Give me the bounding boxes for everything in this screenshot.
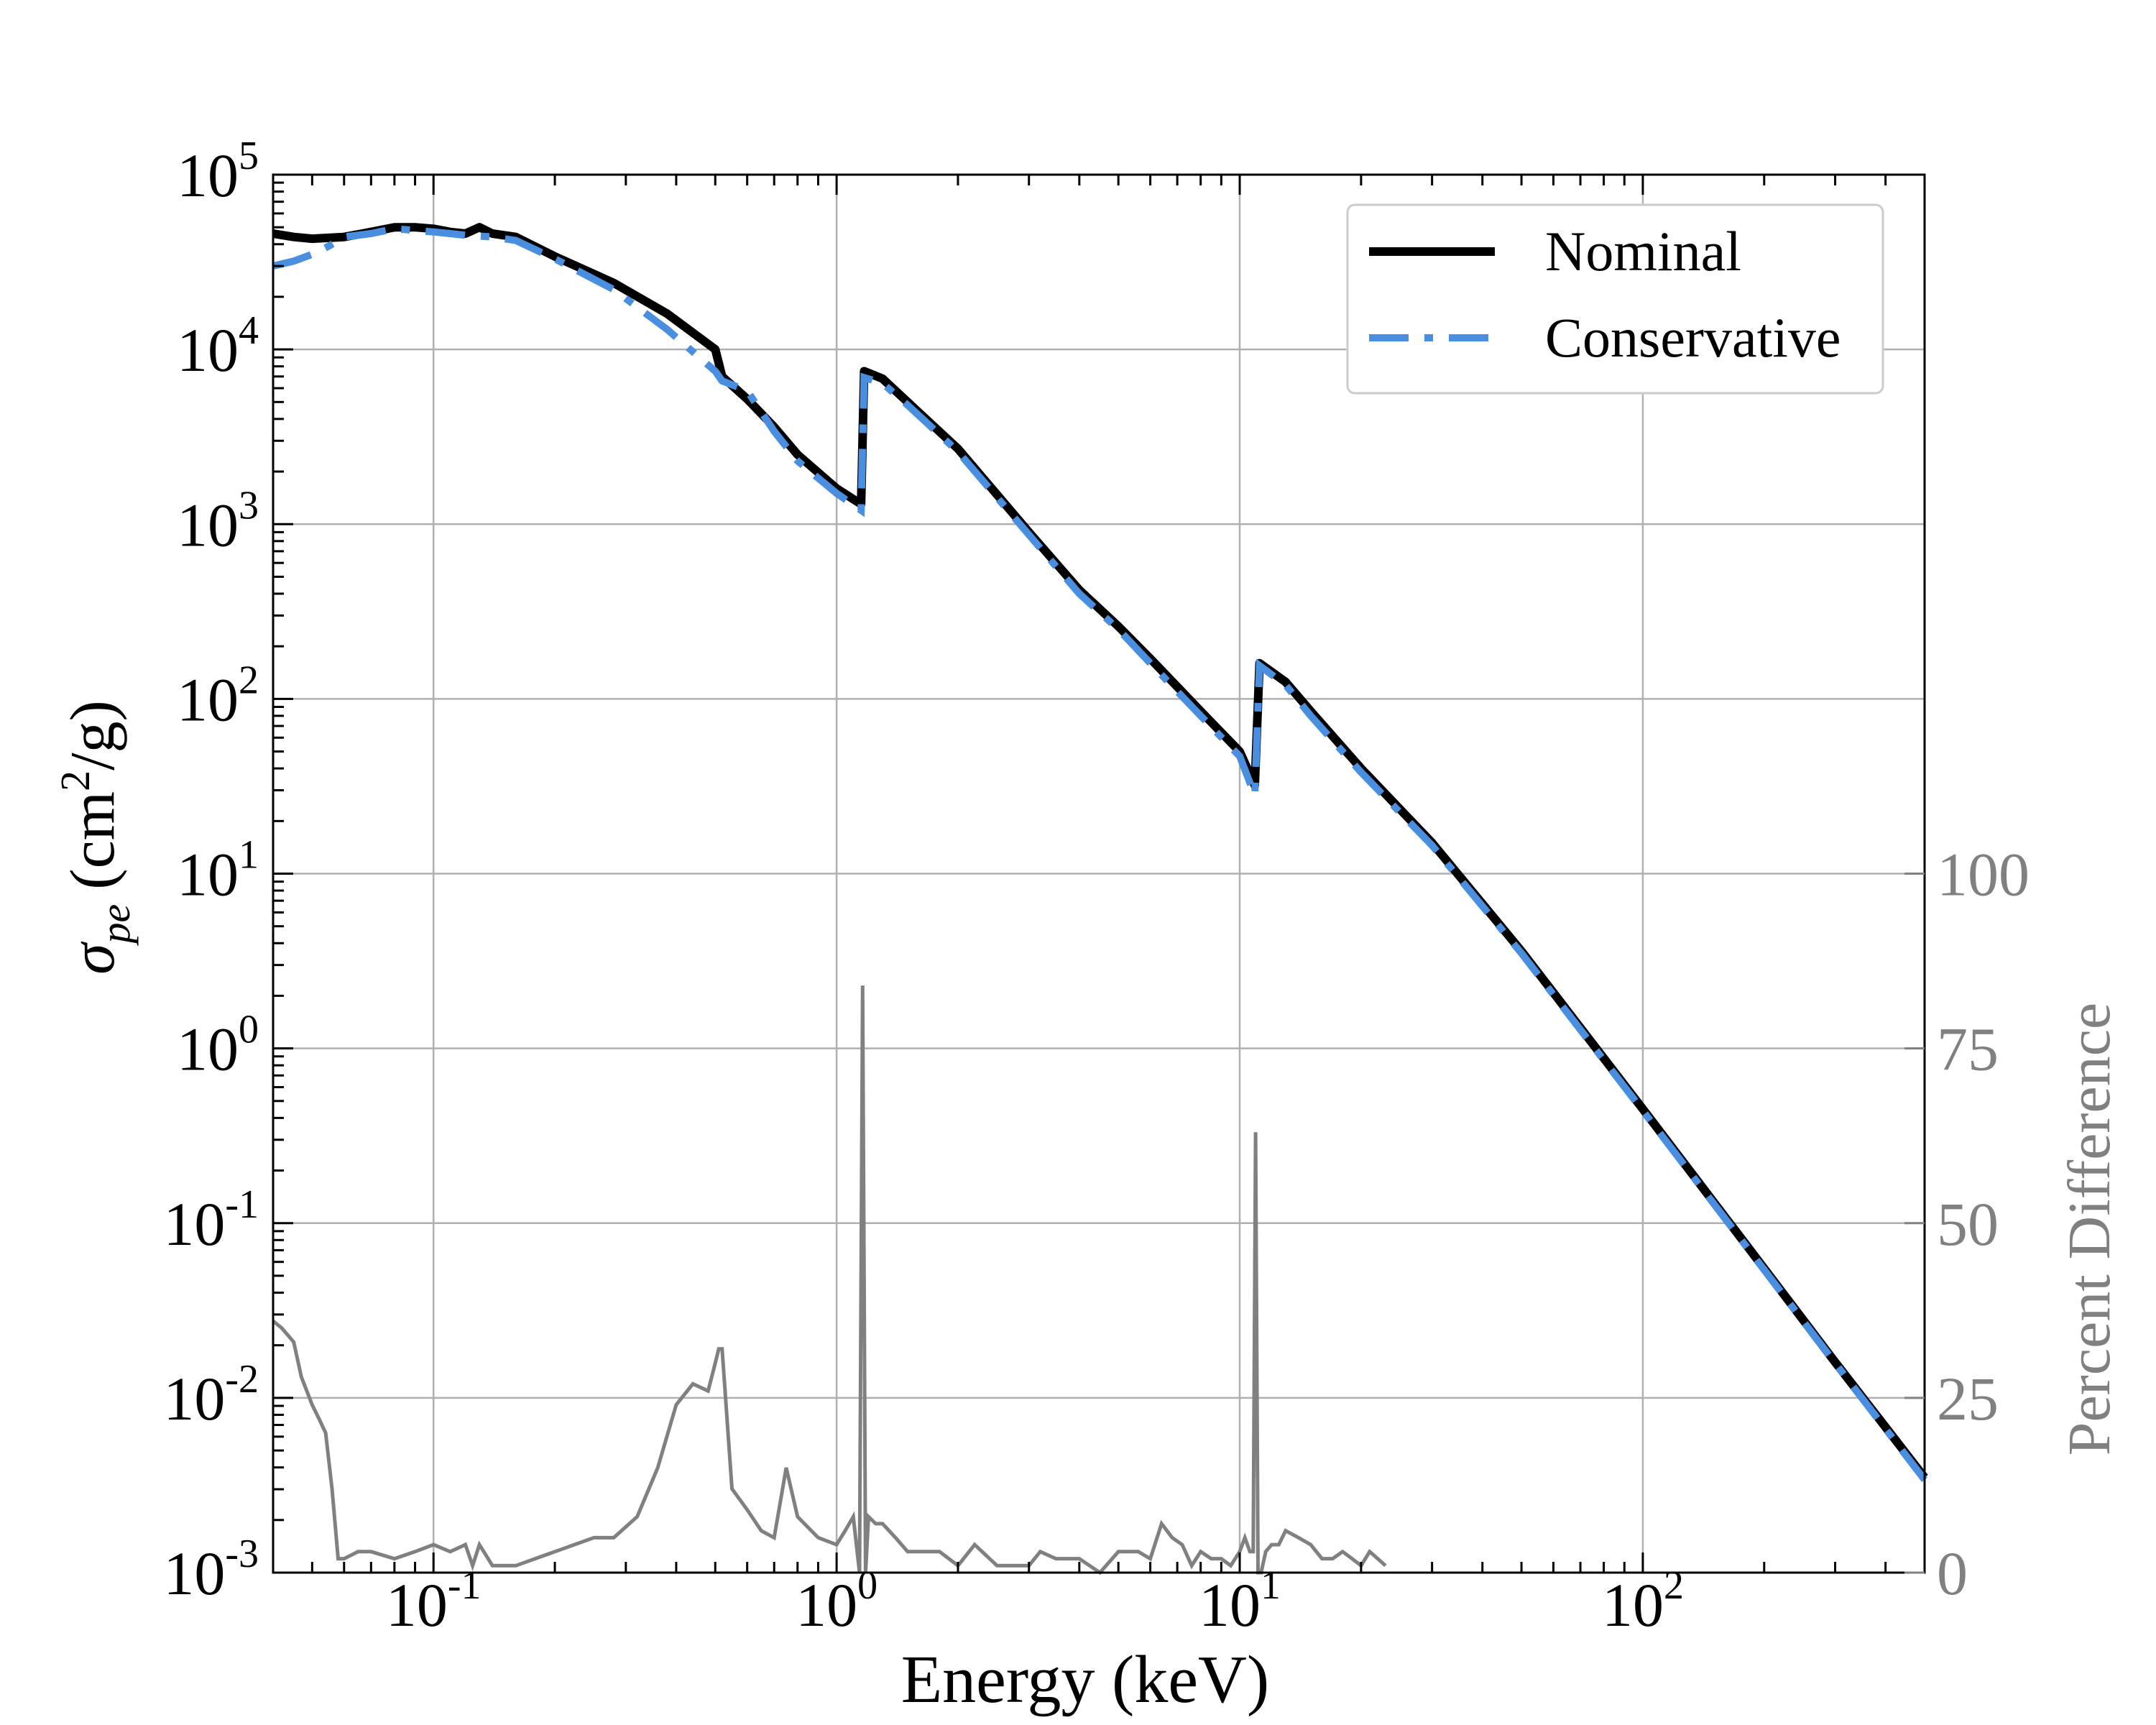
x-tick-label: 100 xyxy=(796,1563,877,1639)
x-tick-label-exp: 0 xyxy=(857,1563,877,1608)
y-axis-title: σpe (cm2/g) xyxy=(52,700,139,975)
series-line-nominal xyxy=(272,223,1928,1481)
y-tick-label-exp: 3 xyxy=(239,483,259,528)
series-line-percent-difference xyxy=(272,985,1387,1576)
y-tick-label-base: 10 xyxy=(177,1015,239,1084)
y-axis-title-unit-sup: 2 xyxy=(52,770,98,791)
y-tick-label-base: 10 xyxy=(163,1190,225,1259)
y-tick-label-exp: 4 xyxy=(239,308,259,353)
y-axis-title-subscript: pe xyxy=(92,904,139,947)
series-line-conservative xyxy=(272,225,1927,1482)
legend-label-conservative: Conservative xyxy=(1545,306,1841,369)
x-tick-label-base: 10 xyxy=(386,1570,448,1639)
x-tick-label-base: 10 xyxy=(796,1570,857,1639)
y-tick-label-base: 10 xyxy=(163,1364,225,1433)
axis-ticks xyxy=(272,173,1926,1574)
legend: Nominal Conservative xyxy=(1346,203,1884,395)
y2-tick-label: 50 xyxy=(1937,1190,1999,1259)
y-tick-label-exp: -3 xyxy=(225,1532,259,1576)
y-tick-label-exp: -1 xyxy=(225,1182,259,1227)
y-tick-label: 10-1 xyxy=(163,1182,259,1259)
y2-tick-label: 25 xyxy=(1937,1364,1999,1433)
tick-labels: 10-1 100 101 10210510410310210110010-110-21… xyxy=(163,134,2030,1639)
y-tick-label-base: 10 xyxy=(177,316,239,385)
y-tick-label-exp: 5 xyxy=(239,134,259,178)
x-tick-label-base: 10 xyxy=(1602,1570,1664,1639)
y-tick-label: 102 xyxy=(177,658,259,734)
y-tick-label: 104 xyxy=(177,308,259,385)
y-axis-title-symbol: σ xyxy=(58,941,128,975)
legend-label-nominal: Nominal xyxy=(1545,220,1741,282)
y-axis-title-unit: (cm xyxy=(58,791,128,890)
grid-lines xyxy=(273,175,1925,1573)
y-tick-label-base: 10 xyxy=(177,141,239,210)
y-tick-label-base: 10 xyxy=(177,665,239,734)
x-tick-label: 102 xyxy=(1602,1563,1684,1639)
x-tick-label-exp: 2 xyxy=(1664,1563,1684,1608)
y2-tick-label: 75 xyxy=(1937,1015,1999,1084)
y-tick-label: 10-2 xyxy=(163,1357,259,1433)
y2-tick-label: 0 xyxy=(1937,1539,1968,1608)
x-tick-label-exp: -1 xyxy=(448,1563,482,1608)
y-tick-label: 105 xyxy=(177,134,259,210)
y-tick-label-base: 10 xyxy=(177,490,239,559)
x-tick-label-base: 10 xyxy=(1199,1570,1261,1639)
y-tick-label: 100 xyxy=(177,1008,259,1084)
y-tick-label-exp: 0 xyxy=(239,1008,259,1052)
plot-area xyxy=(272,223,1928,1576)
x-axis-title: Energy (keV) xyxy=(901,1642,1269,1717)
y2-tick-label: 100 xyxy=(1937,840,2030,909)
y-tick-label-base: 10 xyxy=(163,1539,225,1608)
y-tick-label-base: 10 xyxy=(177,840,239,909)
y-tick-label: 103 xyxy=(177,483,259,559)
y-axis-title-unit-close: /g) xyxy=(58,700,128,770)
x-tick-label: 10-1 xyxy=(386,1563,482,1639)
x-tick-label: 101 xyxy=(1199,1563,1281,1639)
y-tick-label: 101 xyxy=(177,833,259,909)
secondary-y-axis-title: Percent Difference xyxy=(2056,1003,2123,1455)
y-tick-label: 10-3 xyxy=(163,1532,259,1608)
y-tick-label-exp: -2 xyxy=(225,1357,259,1402)
y-tick-label-exp: 2 xyxy=(239,658,259,702)
x-tick-label-exp: 1 xyxy=(1261,1563,1281,1608)
y-tick-label-exp: 1 xyxy=(239,833,259,878)
